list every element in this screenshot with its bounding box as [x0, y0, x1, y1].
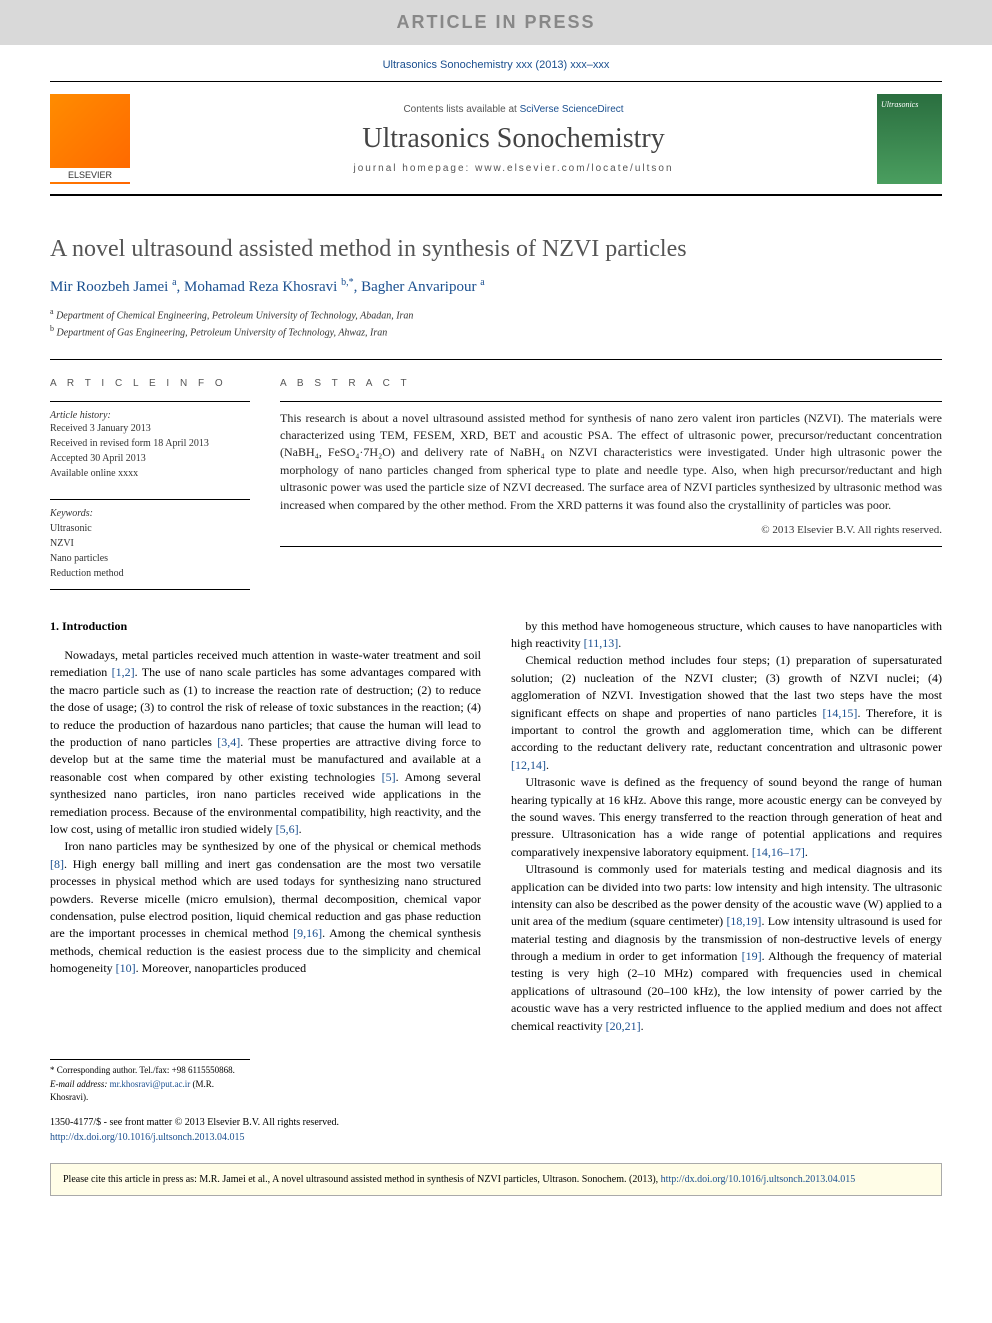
doi-link[interactable]: http://dx.doi.org/10.1016/j.ultsonch.201…: [50, 1132, 245, 1143]
masthead: Contents lists available at SciVerse Sci…: [50, 81, 942, 196]
elsevier-logo: [50, 94, 130, 184]
reference-link[interactable]: [19]: [742, 949, 762, 963]
journal-title: Ultrasonics Sonochemistry: [150, 123, 877, 155]
reference-link[interactable]: [5,6]: [276, 822, 299, 836]
section-1-heading: 1. Introduction: [50, 618, 481, 635]
body-right-column: by this method have homogeneous structur…: [511, 618, 942, 1035]
keywords-label: Keywords:: [50, 508, 250, 519]
article-info-column: A R T I C L E I N F O Article history: R…: [50, 378, 250, 590]
keywords-list: UltrasonicNZVINano particlesReduction me…: [50, 521, 250, 581]
reference-link[interactable]: [14,15]: [822, 706, 857, 720]
body-columns: 1. Introduction Nowadays, metal particle…: [50, 618, 942, 1035]
history-item: Accepted 30 April 2013: [50, 451, 250, 466]
cite-prefix: Please cite this article in press as: M.…: [63, 1174, 661, 1185]
keyword-item: Nano particles: [50, 551, 250, 566]
history-items: Received 3 January 2013Received in revis…: [50, 421, 250, 481]
abstract-column: A B S T R A C T This research is about a…: [280, 378, 942, 590]
front-matter-line: 1350-4177/$ - see front matter © 2013 El…: [50, 1115, 942, 1130]
homepage-line: journal homepage: www.elsevier.com/locat…: [150, 163, 877, 174]
reference-link[interactable]: [10]: [116, 961, 136, 975]
copyright-footer: 1350-4177/$ - see front matter © 2013 El…: [50, 1115, 942, 1145]
reference-link[interactable]: [12,14]: [511, 758, 546, 772]
abstract-text: This research is about a novel ultrasoun…: [280, 410, 942, 514]
keyword-item: Reduction method: [50, 566, 250, 581]
abstract-heading: A B S T R A C T: [280, 378, 942, 389]
info-abstract-row: A R T I C L E I N F O Article history: R…: [50, 359, 942, 590]
keyword-item: NZVI: [50, 536, 250, 551]
article-in-press-banner: ARTICLE IN PRESS: [0, 0, 992, 45]
corresponding-author-footer: * Corresponding author. Tel./fax: +98 61…: [50, 1059, 250, 1105]
contents-line: Contents lists available at SciVerse Sci…: [150, 104, 877, 115]
homepage-url[interactable]: www.elsevier.com/locate/ultson: [475, 163, 673, 174]
journal-reference: Ultrasonics Sonochemistry xxx (2013) xxx…: [0, 45, 992, 81]
history-item: Received 3 January 2013: [50, 421, 250, 436]
body-paragraph: Ultrasonic wave is defined as the freque…: [511, 774, 942, 861]
article-title: A novel ultrasound assisted method in sy…: [50, 236, 942, 263]
body-paragraph: Iron nano particles may be synthesized b…: [50, 838, 481, 977]
history-item: Available online xxxx: [50, 466, 250, 481]
affiliations: a Department of Chemical Engineering, Pe…: [50, 306, 942, 341]
contents-prefix: Contents lists available at: [403, 104, 519, 115]
abstract-copyright: © 2013 Elsevier B.V. All rights reserved…: [280, 524, 942, 536]
homepage-prefix: journal homepage:: [353, 163, 475, 174]
reference-link[interactable]: [18,19]: [726, 914, 761, 928]
reference-link[interactable]: [20,21]: [606, 1019, 641, 1033]
reference-link[interactable]: [14,16–17]: [752, 845, 805, 859]
reference-link[interactable]: [3,4]: [217, 735, 240, 749]
reference-link[interactable]: [5]: [382, 770, 396, 784]
corresponding-email-link[interactable]: mr.khosravi@put.ac.ir: [110, 1079, 191, 1089]
corresponding-label: * Corresponding author. Tel./fax: +98 61…: [50, 1064, 250, 1078]
reference-link[interactable]: [11,13]: [584, 636, 619, 650]
email-label: E-mail address:: [50, 1079, 107, 1089]
keyword-item: Ultrasonic: [50, 521, 250, 536]
reference-link[interactable]: [9,16]: [293, 926, 322, 940]
article-info-heading: A R T I C L E I N F O: [50, 378, 250, 389]
history-label: Article history:: [50, 410, 250, 421]
authors-line: Mir Roozbeh Jamei a, Mohamad Reza Khosra…: [50, 277, 942, 296]
reference-link[interactable]: [8]: [50, 857, 64, 871]
body-paragraph: Chemical reduction method includes four …: [511, 652, 942, 774]
cite-doi-link[interactable]: http://dx.doi.org/10.1016/j.ultsonch.201…: [661, 1174, 856, 1185]
sciencedirect-link[interactable]: SciVerse ScienceDirect: [520, 104, 624, 115]
history-item: Received in revised form 18 April 2013: [50, 436, 250, 451]
reference-link[interactable]: [1,2]: [112, 665, 135, 679]
body-paragraph: Nowadays, metal particles received much …: [50, 647, 481, 838]
citation-box: Please cite this article in press as: M.…: [50, 1163, 942, 1196]
body-paragraph: Ultrasound is commonly used for material…: [511, 861, 942, 1035]
body-paragraph: by this method have homogeneous structur…: [511, 618, 942, 653]
body-left-column: 1. Introduction Nowadays, metal particle…: [50, 618, 481, 1035]
journal-cover-thumbnail: [877, 94, 942, 184]
masthead-center: Contents lists available at SciVerse Sci…: [150, 104, 877, 174]
